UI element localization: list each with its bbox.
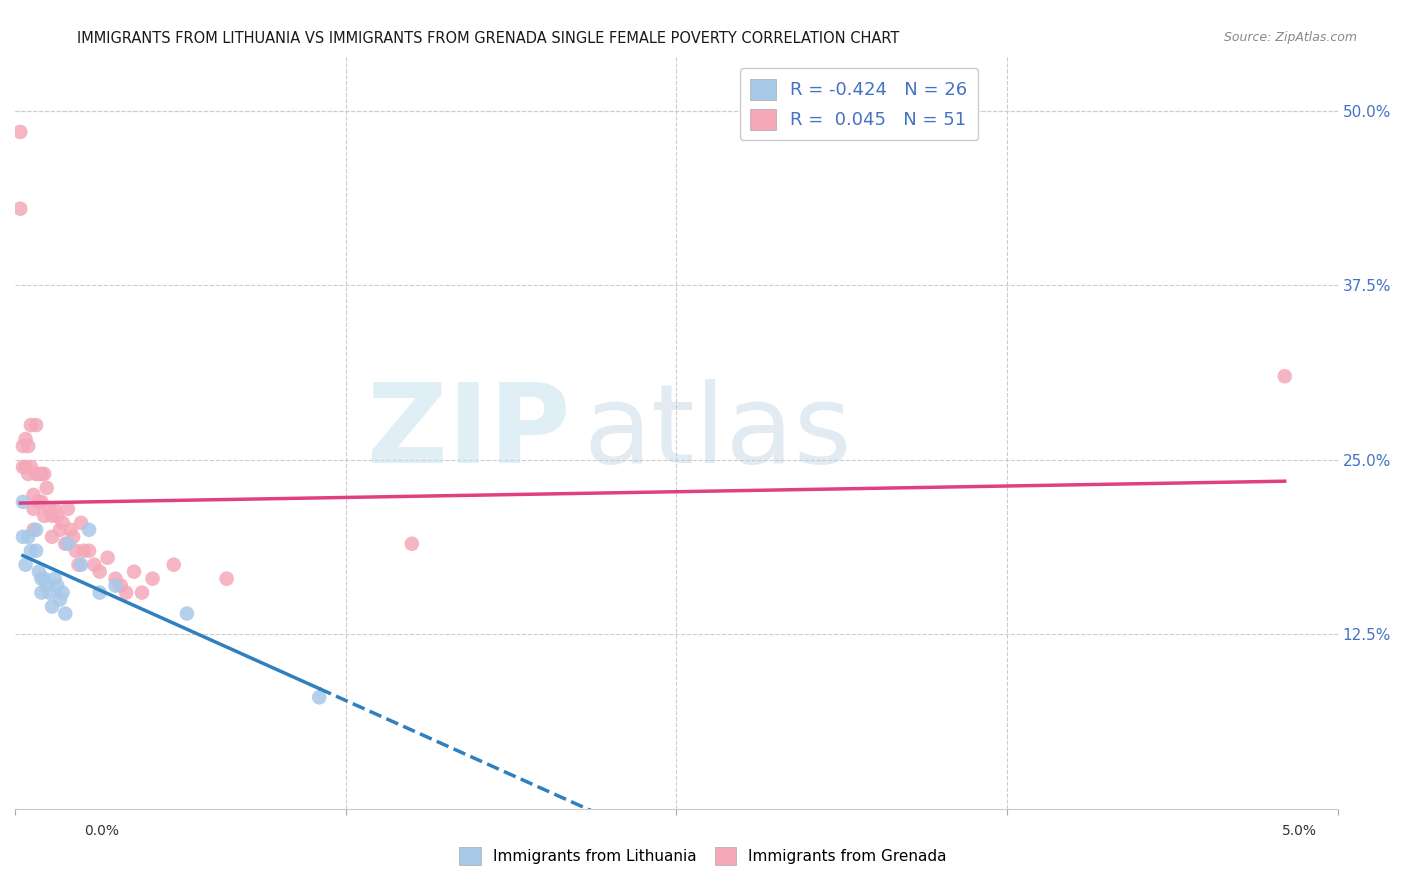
Point bbox=[22, 501, 45, 516]
Point bbox=[59, 523, 82, 537]
Point bbox=[30, 572, 52, 586]
Point bbox=[67, 558, 90, 572]
Point bbox=[17, 467, 39, 481]
Point bbox=[70, 516, 93, 530]
Point bbox=[32, 467, 55, 481]
Point bbox=[83, 558, 105, 572]
Point bbox=[176, 607, 198, 621]
Point bbox=[56, 501, 79, 516]
Point bbox=[77, 543, 100, 558]
Point bbox=[97, 550, 120, 565]
Text: atlas: atlas bbox=[583, 378, 852, 485]
Point bbox=[14, 460, 37, 475]
Point bbox=[163, 558, 186, 572]
Point bbox=[77, 523, 100, 537]
Point bbox=[110, 579, 132, 593]
Point bbox=[25, 467, 48, 481]
Point bbox=[30, 495, 52, 509]
Point bbox=[17, 439, 39, 453]
Point bbox=[30, 585, 52, 599]
Point bbox=[131, 585, 153, 599]
Point bbox=[38, 585, 60, 599]
Point bbox=[11, 495, 34, 509]
Point bbox=[41, 599, 63, 614]
Point bbox=[20, 543, 42, 558]
Point bbox=[46, 579, 69, 593]
Point bbox=[49, 523, 72, 537]
Point bbox=[22, 488, 45, 502]
Point bbox=[104, 579, 127, 593]
Point bbox=[25, 543, 48, 558]
Point bbox=[22, 523, 45, 537]
Point bbox=[142, 572, 165, 586]
Point bbox=[25, 523, 48, 537]
Point bbox=[89, 565, 111, 579]
Point bbox=[30, 467, 52, 481]
Text: 5.0%: 5.0% bbox=[1282, 824, 1316, 838]
Point bbox=[20, 418, 42, 433]
Point bbox=[11, 439, 34, 453]
Point bbox=[62, 530, 84, 544]
Point bbox=[215, 572, 238, 586]
Point bbox=[73, 543, 96, 558]
Point bbox=[20, 460, 42, 475]
Point bbox=[115, 585, 138, 599]
Legend: R = -0.424   N = 26, R =  0.045   N = 51: R = -0.424 N = 26, R = 0.045 N = 51 bbox=[740, 68, 979, 140]
Text: IMMIGRANTS FROM LITHUANIA VS IMMIGRANTS FROM GRENADA SINGLE FEMALE POVERTY CORRE: IMMIGRANTS FROM LITHUANIA VS IMMIGRANTS … bbox=[77, 31, 900, 46]
Point bbox=[49, 592, 72, 607]
Point bbox=[44, 572, 66, 586]
Point bbox=[14, 432, 37, 446]
Point bbox=[53, 537, 76, 551]
Point bbox=[53, 607, 76, 621]
Point bbox=[25, 418, 48, 433]
Point bbox=[46, 508, 69, 523]
Point bbox=[17, 530, 39, 544]
Point bbox=[401, 537, 423, 551]
Legend: Immigrants from Lithuania, Immigrants from Grenada: Immigrants from Lithuania, Immigrants fr… bbox=[453, 841, 953, 871]
Point bbox=[28, 495, 51, 509]
Point bbox=[32, 508, 55, 523]
Point bbox=[35, 579, 58, 593]
Point bbox=[11, 460, 34, 475]
Point bbox=[14, 558, 37, 572]
Point bbox=[308, 690, 330, 705]
Point bbox=[122, 565, 145, 579]
Point bbox=[35, 481, 58, 495]
Point bbox=[32, 572, 55, 586]
Point bbox=[104, 572, 127, 586]
Point bbox=[52, 516, 75, 530]
Point bbox=[44, 501, 66, 516]
Point bbox=[28, 467, 51, 481]
Point bbox=[52, 585, 75, 599]
Point bbox=[70, 558, 93, 572]
Point bbox=[8, 125, 31, 139]
Point bbox=[56, 537, 79, 551]
Point bbox=[8, 202, 31, 216]
Point bbox=[11, 530, 34, 544]
Text: ZIP: ZIP bbox=[367, 378, 571, 485]
Point bbox=[28, 565, 51, 579]
Point bbox=[1274, 369, 1296, 384]
Point bbox=[41, 508, 63, 523]
Point bbox=[65, 543, 87, 558]
Text: 0.0%: 0.0% bbox=[84, 824, 118, 838]
Point bbox=[41, 530, 63, 544]
Point bbox=[38, 501, 60, 516]
Text: Source: ZipAtlas.com: Source: ZipAtlas.com bbox=[1223, 31, 1357, 45]
Point bbox=[89, 585, 111, 599]
